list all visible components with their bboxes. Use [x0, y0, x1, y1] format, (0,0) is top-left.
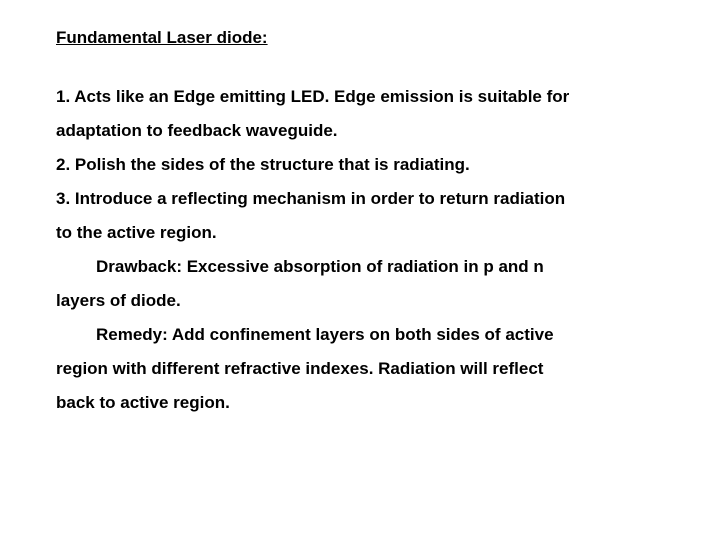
line-7: layers of diode. — [56, 284, 664, 318]
line-3: 2. Polish the sides of the structure tha… — [56, 148, 664, 182]
line-2: adaptation to feedback waveguide. — [56, 114, 664, 148]
line-9: region with different refractive indexes… — [56, 352, 664, 386]
line-6: Drawback: Excessive absorption of radiat… — [56, 250, 664, 284]
line-4: 3. Introduce a reflecting mechanism in o… — [56, 182, 664, 216]
line-8: Remedy: Add confinement layers on both s… — [56, 318, 664, 352]
line-10: back to active region. — [56, 386, 664, 420]
line-8-text: Remedy: Add confinement layers on both s… — [96, 325, 554, 344]
line-1: 1. Acts like an Edge emitting LED. Edge … — [56, 80, 664, 114]
line-6-text: Drawback: Excessive absorption of radiat… — [96, 257, 544, 276]
page-heading: Fundamental Laser diode: — [56, 28, 664, 48]
line-5: to the active region. — [56, 216, 664, 250]
body-content: 1. Acts like an Edge emitting LED. Edge … — [56, 80, 664, 420]
